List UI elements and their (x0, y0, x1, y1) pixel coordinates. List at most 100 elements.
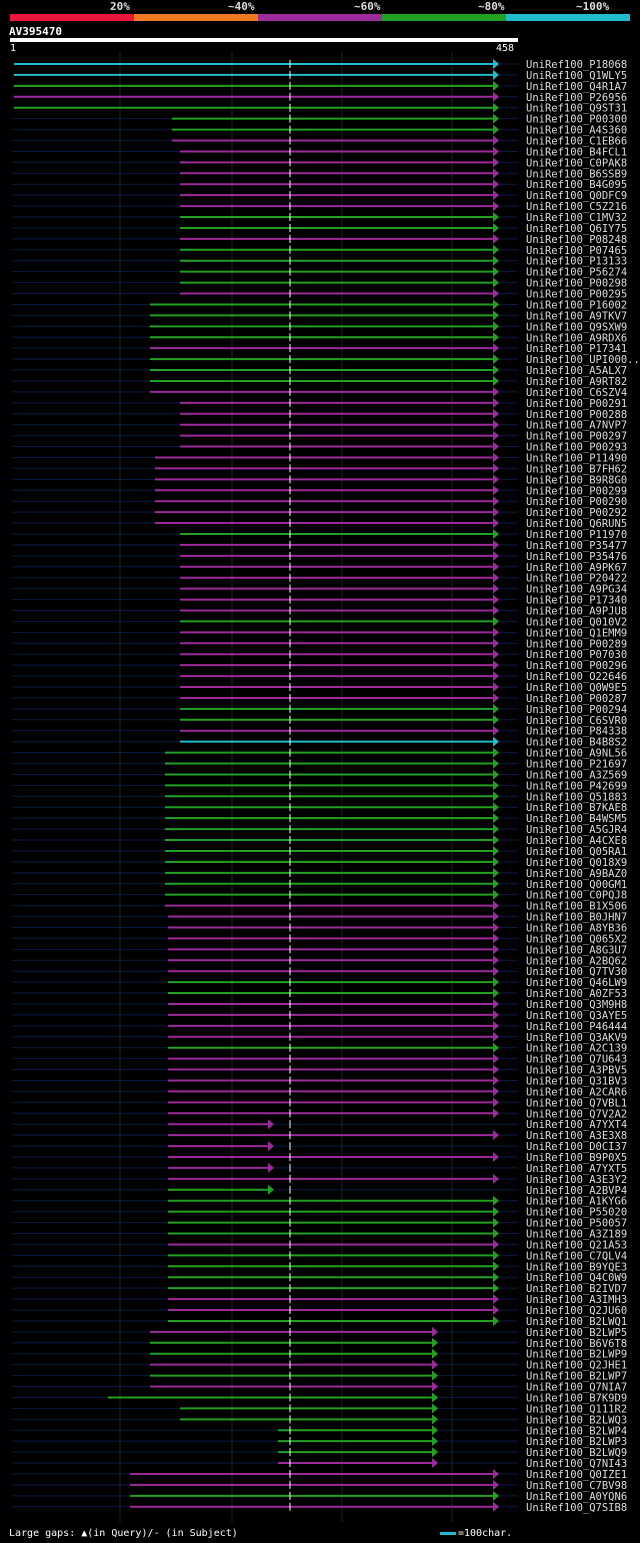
hit-label: UniRef100_P56274 (526, 267, 627, 279)
hit-label: UniRef100_B7KAE8 (526, 802, 627, 814)
hit-end-arrow (493, 397, 499, 408)
hit-label: UniRef100_P11970 (526, 529, 627, 541)
hit-end-arrow (493, 649, 499, 660)
hit-end-arrow (493, 594, 499, 605)
hit-label: UniRef100_A7YXT5 (526, 1163, 627, 1175)
hit-label: UniRef100_Q7VBL1 (526, 1097, 627, 1109)
hit-end-arrow (493, 343, 499, 354)
hit-label: UniRef100_Q4C0W9 (526, 1272, 627, 1284)
hit-label: UniRef100_P20422 (526, 573, 627, 585)
hit-label: UniRef100_Q4R1A7 (526, 81, 627, 93)
hit-label: UniRef100_A9RT82 (526, 376, 627, 388)
hit-label: UniRef100_P07030 (526, 649, 627, 661)
hit-end-arrow (493, 1217, 499, 1228)
hit-label: UniRef100_Q111R2 (526, 1403, 627, 1415)
hit-end-arrow (493, 212, 499, 223)
hit-label: UniRef100_B2IVD7 (526, 1283, 627, 1295)
hit-label: UniRef100_B9YQE3 (526, 1261, 627, 1273)
hit-end-arrow (493, 1490, 499, 1501)
hit-label: UniRef100_P00300 (526, 114, 627, 126)
hit-end-arrow (493, 80, 499, 91)
ruler-end-label: 458 (496, 43, 515, 54)
hit-end-arrow (493, 988, 499, 999)
hit-end-arrow (493, 452, 499, 463)
hit-end-arrow (493, 157, 499, 168)
hit-end-arrow (493, 1173, 499, 1184)
hit-end-arrow (493, 222, 499, 233)
hit-end-arrow (493, 835, 499, 846)
hit-end-arrow (493, 922, 499, 933)
hit-label: UniRef100_Q0DFC9 (526, 190, 627, 202)
legend-segment-2 (134, 14, 258, 21)
hit-label: UniRef100_A9PK67 (526, 562, 627, 574)
hit-label: UniRef100_P00294 (526, 704, 627, 716)
hit-label: UniRef100_Q51883 (526, 791, 627, 803)
hit-label: UniRef100_Q05RA1 (526, 846, 627, 858)
hit-label: UniRef100_Q2JU60 (526, 1305, 627, 1317)
hit-end-arrow (493, 671, 499, 682)
hit-end-arrow (432, 1425, 438, 1436)
hit-label: UniRef100_C7QLV4 (526, 1250, 627, 1262)
hit-end-arrow (493, 1315, 499, 1326)
hit-label: UniRef100_P55020 (526, 1207, 627, 1219)
hit-end-arrow (493, 277, 499, 288)
hit-label: UniRef100_P00298 (526, 278, 627, 290)
hit-label: UniRef100_Q9SXW9 (526, 321, 627, 333)
hit-end-arrow (432, 1414, 438, 1425)
hit-label: UniRef100_B6V6T8 (526, 1338, 627, 1350)
hit-label: UniRef100_A3E3X8 (526, 1130, 627, 1142)
hit-label: UniRef100_C6SVR0 (526, 715, 627, 727)
hit-end-arrow (493, 1228, 499, 1239)
hit-label: UniRef100_C0PQJ8 (526, 890, 627, 902)
hit-end-arrow (493, 583, 499, 594)
hit-end-arrow (493, 660, 499, 671)
hit-end-arrow (493, 1108, 499, 1119)
hit-label: UniRef100_A5ALX7 (526, 365, 627, 377)
hit-end-arrow (493, 1479, 499, 1490)
hit-end-arrow (493, 747, 499, 758)
hit-end-arrow (493, 561, 499, 572)
hit-end-arrow (432, 1381, 438, 1392)
hit-end-arrow (493, 244, 499, 255)
hit-label: UniRef100_A1KYG6 (526, 1196, 627, 1208)
hit-label: UniRef100_P00290 (526, 496, 627, 508)
hit-end-arrow (432, 1436, 438, 1447)
hit-end-arrow (493, 682, 499, 693)
hit-end-arrow (493, 299, 499, 310)
gap-legend-note: Large gaps: ▲(in Query)/- (in Subject) (9, 1528, 238, 1539)
hit-end-arrow (493, 769, 499, 780)
hit-label: UniRef100_B2LWQ9 (526, 1447, 627, 1459)
hit-end-arrow (432, 1458, 438, 1469)
hit-end-arrow (493, 69, 499, 80)
hit-label: UniRef100_P13133 (526, 256, 627, 268)
hit-label: UniRef100_B1X506 (526, 901, 627, 913)
hit-end-arrow (432, 1403, 438, 1414)
hit-label: UniRef100_B2LWQ3 (526, 1414, 627, 1426)
hit-label: UniRef100_P08248 (526, 234, 627, 246)
hit-end-arrow (493, 1501, 499, 1512)
hit-end-arrow (493, 900, 499, 911)
hit-label: UniRef100_B2LWP4 (526, 1425, 627, 1437)
hit-label: UniRef100_A4CXE8 (526, 835, 627, 847)
hit-end-arrow (493, 419, 499, 430)
hit-label: UniRef100_P50057 (526, 1218, 627, 1230)
hit-label: UniRef100_Q7V2A2 (526, 1108, 627, 1120)
hit-end-arrow (493, 856, 499, 867)
hit-label: UniRef100_B4B8S2 (526, 737, 627, 749)
legend-label-2: ~40% (228, 0, 255, 13)
hit-end-arrow (493, 824, 499, 835)
hit-label: UniRef100_P35476 (526, 551, 627, 563)
query-id: AV395470 (9, 25, 62, 38)
hit-end-arrow (432, 1392, 438, 1403)
legend-label-4: ~80% (478, 0, 505, 13)
scale-key: =100char. (440, 1528, 512, 1539)
hit-end-arrow (493, 1294, 499, 1305)
hit-end-arrow (493, 703, 499, 714)
hit-end-arrow (493, 266, 499, 277)
hit-end-arrow (493, 146, 499, 157)
identity-color-legend: 20% ~40% ~60% ~80% ~100% (10, 0, 630, 24)
hit-label: UniRef100_Q21A53 (526, 1239, 627, 1251)
hit-end-arrow (493, 386, 499, 397)
hit-label: UniRef100_A5GJR4 (526, 824, 627, 836)
